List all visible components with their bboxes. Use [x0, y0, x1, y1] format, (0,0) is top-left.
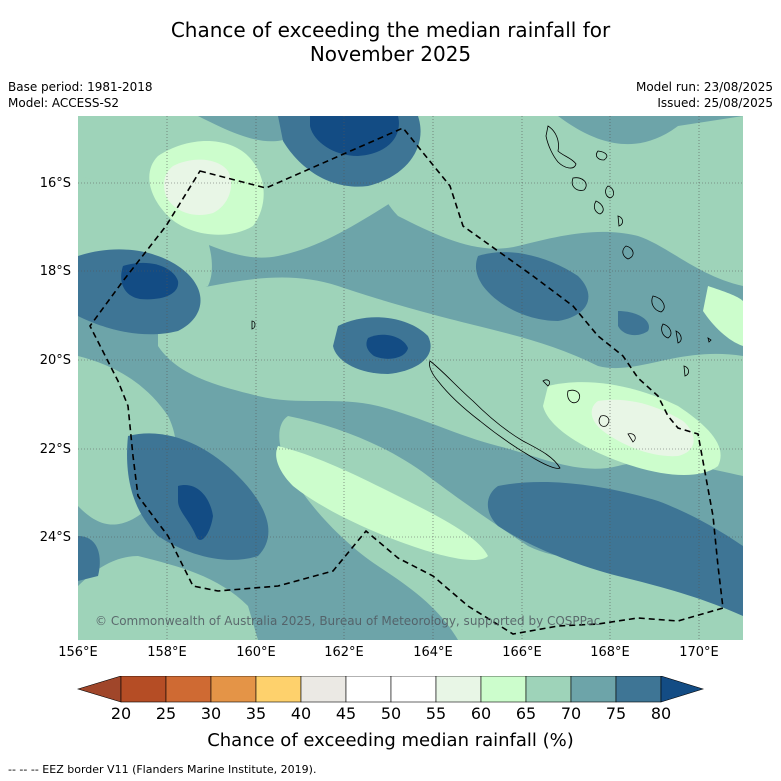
model-name: Model: ACCESS-S2 [8, 96, 120, 110]
colorbar-segment [120, 676, 167, 703]
run-info: Model run: 23/08/2025 Issued: 25/08/2025 [636, 79, 773, 111]
copyright-notice: © Commonwealth of Australia 2025, Bureau… [95, 614, 601, 628]
lat-label-16s: 16°S [39, 176, 71, 191]
colorbar-segment [390, 676, 437, 703]
rainfall-map [78, 116, 743, 640]
lon-label-166e: 166°E [502, 645, 542, 660]
lat-label-22s: 22°S [39, 442, 71, 457]
vanuatu-outline [251, 125, 712, 377]
lon-label-160e: 160°E [236, 645, 276, 660]
colorbar-segment [255, 676, 302, 703]
colorbar-tick-65: 65 [515, 704, 537, 723]
lon-label-164e: 164°E [413, 645, 453, 660]
colorbar-segment [300, 676, 347, 703]
model-run: Model run: 23/08/2025 [635, 80, 773, 94]
lon-label-168e: 168°E [590, 645, 630, 660]
colorbar [76, 676, 705, 703]
colorbar-tick-80: 80 [650, 704, 672, 723]
colorbar-segment [525, 676, 572, 703]
lat-label-20s: 20°S [39, 353, 71, 368]
base-info: Base period: 1981-2018 Model: ACCESS-S2 [8, 79, 153, 111]
lat-label-24s: 24°S [39, 530, 71, 545]
colorbar-tick-45: 45 [335, 704, 357, 723]
colorbar-segment [435, 676, 482, 703]
lon-label-170e: 170°E [679, 645, 719, 660]
colorbar-tick-50: 50 [380, 704, 402, 723]
colorbar-extend-low [76, 676, 122, 703]
lon-label-158e: 158°E [147, 645, 187, 660]
map-title: Chance of exceeding the median rainfall … [0, 18, 781, 66]
colorbar-extend-high [660, 676, 705, 703]
eez-border [89, 127, 724, 635]
lon-label-162e: 162°E [324, 645, 364, 660]
eez-footnote: -- -- -- EEZ border V11 (Flanders Marine… [8, 763, 317, 776]
colorbar-segments [76, 676, 705, 703]
colorbar-segment [480, 676, 527, 703]
lon-label-156e: 156°E [58, 645, 98, 660]
title-line-2: November 2025 [309, 42, 472, 66]
colorbar-tick-60: 60 [470, 704, 492, 723]
colorbar-tick-20: 20 [110, 704, 132, 723]
colorbar-segment [345, 676, 392, 703]
colorbar-tick-75: 75 [605, 704, 627, 723]
colorbar-title: Chance of exceeding median rainfall (%) [207, 730, 574, 751]
contour-80-plus [121, 116, 408, 540]
colorbar-tick-55: 55 [425, 704, 447, 723]
colorbar-tick-70: 70 [560, 704, 582, 723]
title-line-1: Chance of exceeding the median rainfall … [170, 18, 611, 42]
contour-55-60 [164, 159, 694, 457]
colorbar-tick-30: 30 [200, 704, 222, 723]
colorbar-segment [570, 676, 617, 703]
colorbar-tick-25: 25 [155, 704, 177, 723]
colorbar-tick-40: 40 [290, 704, 312, 723]
base-period: Base period: 1981-2018 [8, 80, 153, 94]
lat-label-18s: 18°S [39, 264, 71, 279]
colorbar-tick-35: 35 [245, 704, 267, 723]
loyalty-islands-outline [542, 379, 636, 443]
colorbar-segment [165, 676, 212, 703]
map-svg [78, 116, 743, 640]
issued-date: Issued: 25/08/2025 [657, 96, 773, 110]
gridlines [78, 116, 743, 640]
new-caledonia-outline [429, 360, 561, 469]
colorbar-segment [210, 676, 257, 703]
colorbar-segment [615, 676, 662, 703]
